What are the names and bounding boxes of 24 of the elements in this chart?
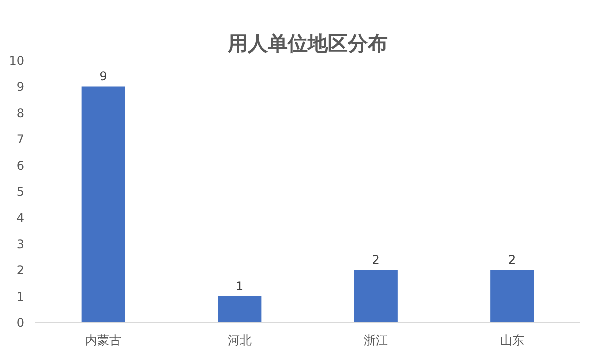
bar: [82, 86, 126, 322]
x-tick-label: 内蒙古: [86, 334, 122, 348]
x-tick-label: 浙江: [364, 334, 388, 348]
y-tick-label: 8: [16, 106, 25, 120]
y-tick-label: 1: [16, 290, 25, 304]
y-tick-label: 5: [16, 185, 25, 199]
x-tick-label: 河北: [228, 334, 252, 348]
chart-title: 用人单位地区分布: [227, 32, 388, 56]
y-tick-label: 3: [16, 237, 25, 252]
y-tick-label: 2: [16, 264, 25, 278]
x-tick-label: 山东: [500, 334, 524, 348]
bar: [490, 270, 534, 322]
y-tick-label: 0: [16, 316, 25, 330]
y-tick-label: 7: [16, 132, 25, 147]
data-label: 1: [236, 279, 244, 294]
y-tick-label: 4: [16, 211, 25, 226]
data-label: 9: [100, 70, 108, 84]
y-tick-label: 10: [9, 54, 25, 68]
y-tick-label: 9: [16, 80, 25, 94]
y-tick-label: 6: [16, 158, 25, 173]
bar: [354, 270, 398, 322]
bar: [218, 296, 262, 322]
data-label: 2: [508, 253, 516, 268]
data-label: 2: [372, 253, 380, 268]
